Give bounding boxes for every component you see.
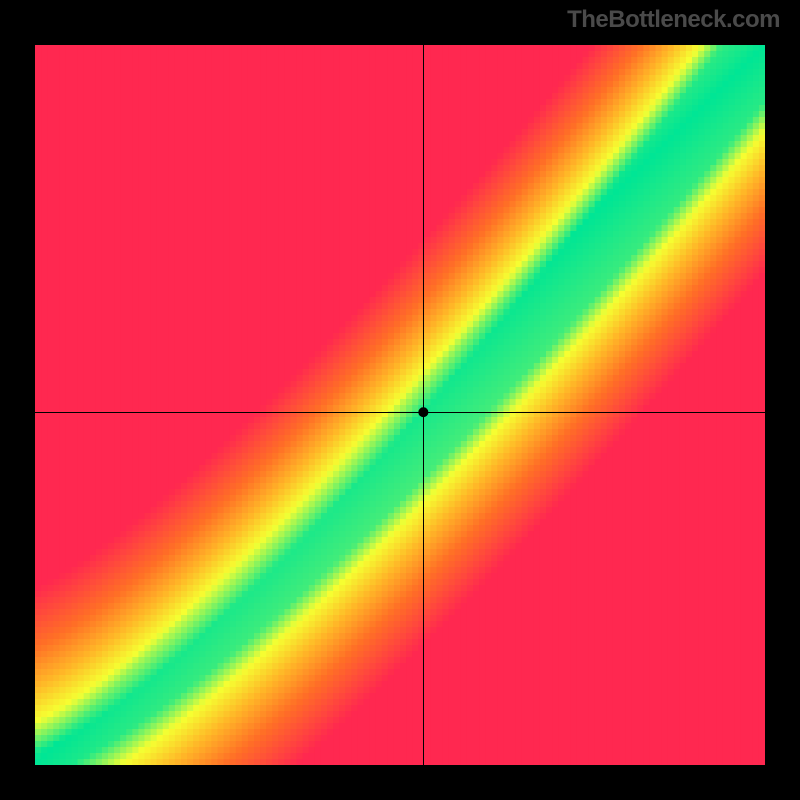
bottleneck-heatmap bbox=[35, 45, 765, 765]
crosshair-horizontal bbox=[35, 412, 765, 413]
chart-container: TheBottleneck.com bbox=[0, 0, 800, 800]
crosshair-vertical bbox=[423, 45, 424, 765]
plot-area bbox=[35, 45, 765, 765]
watermark-text: TheBottleneck.com bbox=[567, 6, 780, 34]
